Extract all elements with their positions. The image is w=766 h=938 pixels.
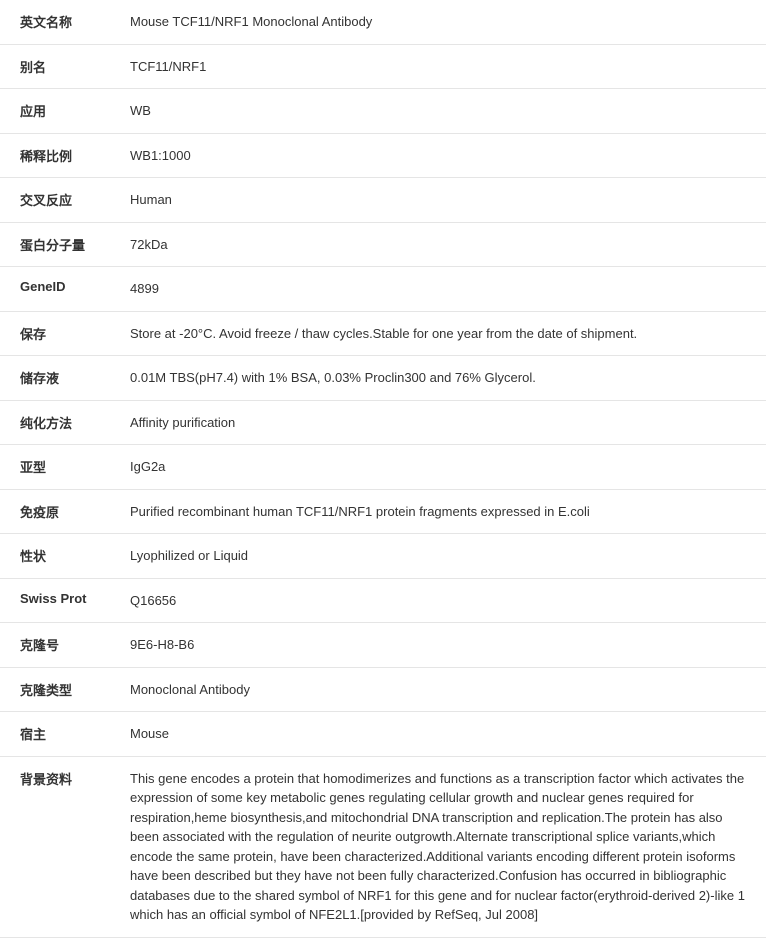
spec-row: 宿主Mouse bbox=[0, 712, 766, 757]
spec-table: 英文名称Mouse TCF11/NRF1 Monoclonal Antibody… bbox=[0, 0, 766, 938]
spec-row: 储存液0.01M TBS(pH7.4) with 1% BSA, 0.03% P… bbox=[0, 356, 766, 401]
spec-value: Monoclonal Antibody bbox=[120, 667, 766, 712]
spec-value: Store at -20°C. Avoid freeze / thaw cycl… bbox=[120, 311, 766, 356]
spec-row: 克隆号9E6-H8-B6 bbox=[0, 623, 766, 668]
spec-label: 应用 bbox=[0, 89, 120, 134]
spec-label: 克隆类型 bbox=[0, 667, 120, 712]
spec-row: 应用WB bbox=[0, 89, 766, 134]
spec-row: 英文名称Mouse TCF11/NRF1 Monoclonal Antibody bbox=[0, 0, 766, 44]
spec-row: Swiss ProtQ16656 bbox=[0, 578, 766, 623]
spec-row: GeneID4899 bbox=[0, 267, 766, 312]
spec-label: 蛋白分子量 bbox=[0, 222, 120, 267]
spec-value: Mouse bbox=[120, 712, 766, 757]
spec-row: 亚型IgG2a bbox=[0, 445, 766, 490]
spec-label: 背景资料 bbox=[0, 756, 120, 937]
spec-label: 交叉反应 bbox=[0, 178, 120, 223]
spec-value: 4899 bbox=[120, 267, 766, 312]
spec-label: 稀释比例 bbox=[0, 133, 120, 178]
spec-row: 稀释比例WB1:1000 bbox=[0, 133, 766, 178]
spec-row: 性状Lyophilized or Liquid bbox=[0, 534, 766, 579]
spec-label: 保存 bbox=[0, 311, 120, 356]
spec-value: Q16656 bbox=[120, 578, 766, 623]
spec-value: Human bbox=[120, 178, 766, 223]
spec-value: Mouse TCF11/NRF1 Monoclonal Antibody bbox=[120, 0, 766, 44]
spec-label: 别名 bbox=[0, 44, 120, 89]
spec-value: 9E6-H8-B6 bbox=[120, 623, 766, 668]
spec-row: 交叉反应Human bbox=[0, 178, 766, 223]
spec-value: Lyophilized or Liquid bbox=[120, 534, 766, 579]
spec-row: 蛋白分子量72kDa bbox=[0, 222, 766, 267]
spec-value: This gene encodes a protein that homodim… bbox=[120, 756, 766, 937]
spec-value: IgG2a bbox=[120, 445, 766, 490]
spec-row: 别名TCF11/NRF1 bbox=[0, 44, 766, 89]
spec-row: 纯化方法Affinity purification bbox=[0, 400, 766, 445]
spec-label: 免疫原 bbox=[0, 489, 120, 534]
spec-label: 英文名称 bbox=[0, 0, 120, 44]
spec-value: 72kDa bbox=[120, 222, 766, 267]
spec-row: 克隆类型Monoclonal Antibody bbox=[0, 667, 766, 712]
spec-value: 0.01M TBS(pH7.4) with 1% BSA, 0.03% Proc… bbox=[120, 356, 766, 401]
spec-value: Purified recombinant human TCF11/NRF1 pr… bbox=[120, 489, 766, 534]
spec-label: GeneID bbox=[0, 267, 120, 312]
spec-value: Affinity purification bbox=[120, 400, 766, 445]
spec-row: 背景资料This gene encodes a protein that hom… bbox=[0, 756, 766, 937]
spec-row: 保存Store at -20°C. Avoid freeze / thaw cy… bbox=[0, 311, 766, 356]
spec-label: 宿主 bbox=[0, 712, 120, 757]
spec-label: 克隆号 bbox=[0, 623, 120, 668]
spec-label: 纯化方法 bbox=[0, 400, 120, 445]
spec-value: TCF11/NRF1 bbox=[120, 44, 766, 89]
spec-label: Swiss Prot bbox=[0, 578, 120, 623]
spec-label: 储存液 bbox=[0, 356, 120, 401]
spec-label: 性状 bbox=[0, 534, 120, 579]
spec-table-body: 英文名称Mouse TCF11/NRF1 Monoclonal Antibody… bbox=[0, 0, 766, 937]
spec-label: 亚型 bbox=[0, 445, 120, 490]
spec-value: WB1:1000 bbox=[120, 133, 766, 178]
spec-value: WB bbox=[120, 89, 766, 134]
spec-row: 免疫原Purified recombinant human TCF11/NRF1… bbox=[0, 489, 766, 534]
